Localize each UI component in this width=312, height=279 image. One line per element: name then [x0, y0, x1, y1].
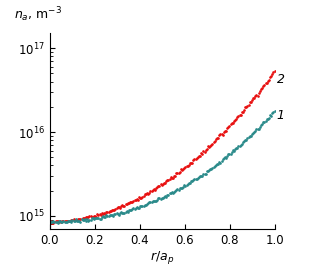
Text: $n_a$, m$^{-3}$: $n_a$, m$^{-3}$: [14, 5, 62, 24]
Text: 2: 2: [277, 73, 285, 86]
X-axis label: $r/a_p$: $r/a_p$: [150, 249, 174, 266]
Text: 1: 1: [277, 109, 285, 122]
